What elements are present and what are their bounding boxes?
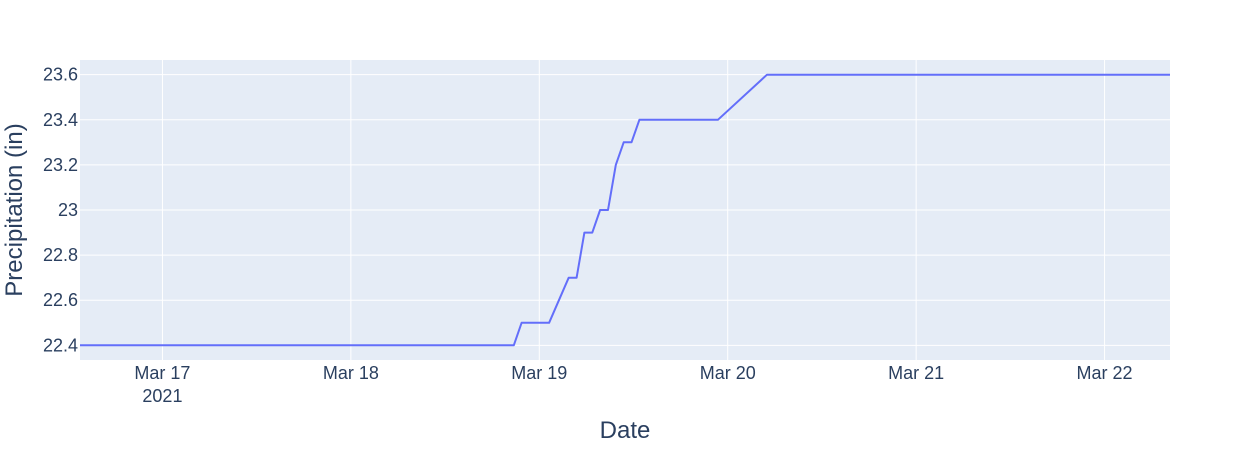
x-tick-label: Mar 18 — [323, 363, 379, 383]
y-tick-label: 23 — [58, 200, 78, 220]
x-tick-label: Mar 17 — [134, 363, 190, 383]
series-layer — [80, 73, 1170, 347]
x-tick-label: Mar 21 — [888, 363, 944, 383]
x-tick-label: Mar 19 — [511, 363, 567, 383]
x-axis-title: Date — [600, 417, 651, 444]
x-tick-label: Mar 22 — [1077, 363, 1133, 383]
y-tick-label: 22.4 — [43, 335, 78, 355]
y-tick-label: 23.2 — [43, 155, 78, 175]
x-tick-label: Mar 20 — [700, 363, 756, 383]
y-tick-label: 23.4 — [43, 110, 78, 130]
tick-labels: 22.4 22.6 22.8 23 23.2 23.4 23.6 Mar 17 2021 Mar … — [43, 65, 1133, 406]
y-tick-label: 22.6 — [43, 290, 78, 310]
x-tick-year-label: 2021 — [142, 386, 182, 406]
precipitation-series-line — [80, 73, 1170, 347]
y-tick-label: 23.6 — [43, 65, 78, 85]
y-axis-title: Precipitation (in) — [1, 123, 28, 296]
y-tick-label: 22.8 — [43, 245, 78, 265]
